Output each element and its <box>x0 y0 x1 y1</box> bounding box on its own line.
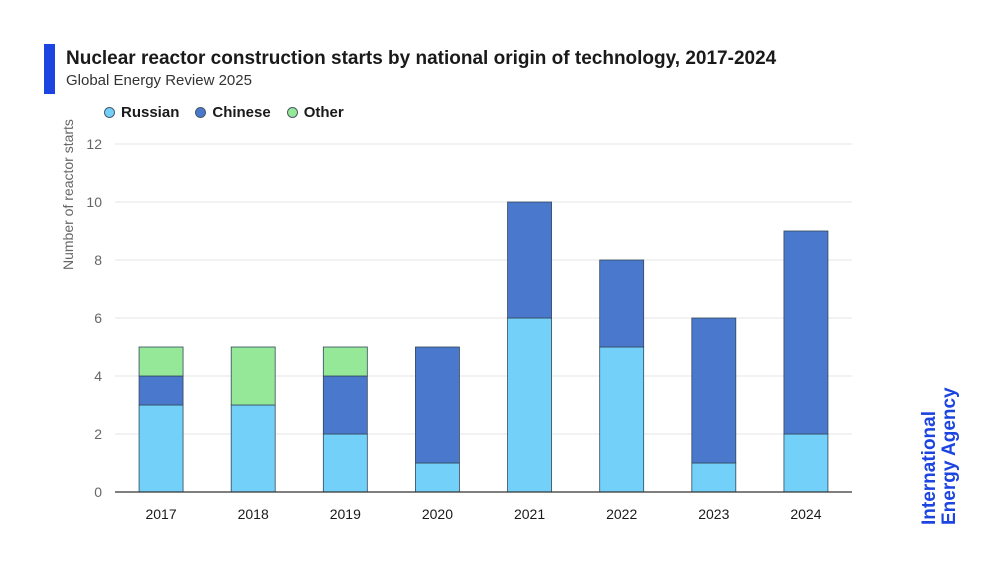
brand-line-1: International <box>919 410 940 525</box>
chart-subtitle: Global Energy Review 2025 <box>66 72 252 89</box>
brand-line-2: Energy Agency <box>939 387 960 525</box>
x-tick-label-2022: 2022 <box>606 506 637 522</box>
x-tick-label-2023: 2023 <box>698 506 729 522</box>
x-tick-label-2019: 2019 <box>330 506 361 522</box>
bar-russian-2021 <box>507 317 552 493</box>
legend-swatch-russian <box>104 107 115 118</box>
y-tick-label-10: 10 <box>86 194 102 210</box>
bar-russian-2017 <box>138 404 184 493</box>
bar-chinese-2023 <box>691 317 737 464</box>
y-tick-label-6: 6 <box>94 310 102 326</box>
y-tick-label-2: 2 <box>94 426 102 442</box>
bar-russian-2023 <box>691 462 737 493</box>
bar-chinese-2021 <box>507 201 552 319</box>
x-tick-label-2017: 2017 <box>145 506 176 522</box>
bar-chinese-2022 <box>599 259 645 348</box>
y-tick-label-8: 8 <box>94 252 102 268</box>
chart-title: Nuclear reactor construction starts by n… <box>66 48 777 69</box>
x-tick-label-2024: 2024 <box>790 506 821 522</box>
y-tick-label-0: 0 <box>94 484 102 500</box>
bar-other-2018 <box>230 346 276 406</box>
legend-swatch-chinese <box>195 107 207 118</box>
legend-label-russian: Russian <box>121 104 180 121</box>
bar-russian-2024 <box>783 433 829 493</box>
bar-chinese-2024 <box>783 230 829 435</box>
bar-other-2017 <box>138 346 184 377</box>
legend-label-other: Other <box>303 104 344 121</box>
legend-item-other[interactable]: Other <box>286 104 344 121</box>
bar-russian-2022 <box>599 346 645 493</box>
bar-russian-2020 <box>415 462 460 493</box>
y-tick-label-12: 12 <box>86 136 102 152</box>
legend-item-chinese[interactable]: Chinese <box>195 104 271 121</box>
x-tick-label-2021: 2021 <box>514 506 545 522</box>
legend-swatch-other <box>286 107 298 118</box>
bar-chinese-2019 <box>322 375 368 435</box>
iea-logo: International Energy Agency <box>919 387 960 525</box>
bar-chinese-2020 <box>415 346 460 464</box>
x-tick-label-2020: 2020 <box>422 506 453 522</box>
y-tick-label-4: 4 <box>94 368 102 384</box>
bar-russian-2019 <box>322 433 368 493</box>
bar-other-2019 <box>322 346 368 377</box>
legend: Russian Chinese Other <box>104 104 344 121</box>
accent-bar <box>44 44 55 94</box>
bar-chinese-2017 <box>138 375 184 406</box>
legend-item-russian[interactable]: Russian <box>104 104 179 121</box>
bar-russian-2018 <box>230 404 276 493</box>
x-tick-label-2018: 2018 <box>238 506 269 522</box>
legend-label-chinese: Chinese <box>212 104 271 121</box>
